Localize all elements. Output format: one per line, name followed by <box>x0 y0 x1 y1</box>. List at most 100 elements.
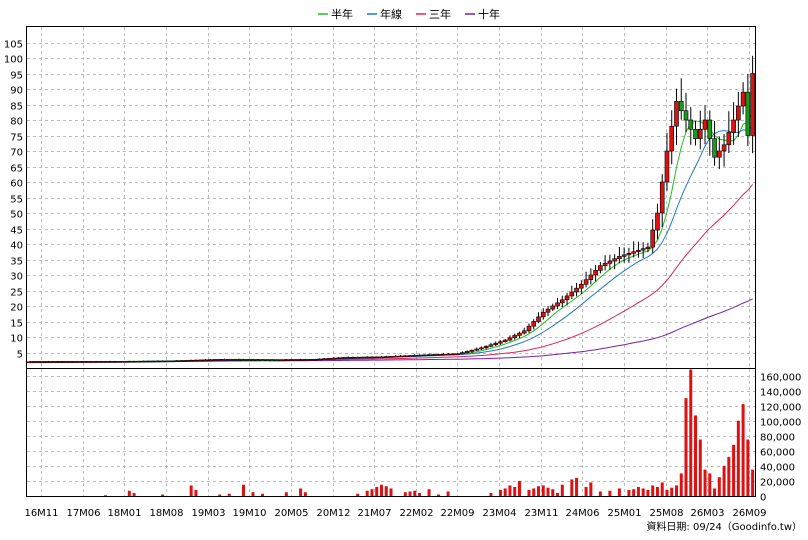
legend: 半年 年線 三年 十年 <box>318 7 500 21</box>
candle-body-26 <box>150 360 156 363</box>
volume-bar-138 <box>684 398 688 496</box>
candle-body-54 <box>284 359 289 362</box>
candle-body-140 <box>693 129 698 139</box>
candle-body-13 <box>88 361 94 363</box>
volume-bar-131 <box>651 485 655 496</box>
candle-body-109 <box>545 308 551 313</box>
price-tick-4: 25 <box>10 288 23 299</box>
volume-bar-102 <box>513 486 517 496</box>
volume-bar-147 <box>727 456 731 496</box>
volume-axis: 0 20,000 40,000 60,000 80,000 100,000 120,000 1… <box>760 373 801 504</box>
volume-bar-148 <box>732 444 736 496</box>
volume-bar-101 <box>508 485 512 496</box>
x-tick-13: 24M06 <box>565 508 599 519</box>
candle-body-24 <box>141 360 146 363</box>
volume-bar-135 <box>670 487 674 496</box>
candle-body-8 <box>65 361 70 363</box>
volume-bar-106 <box>532 488 536 496</box>
price-tick-3: 20 <box>10 303 23 314</box>
candle-body-122 <box>607 260 613 264</box>
x-tick-8: 21M07 <box>357 508 391 519</box>
volume-bar-72 <box>370 489 374 496</box>
candle-body-119 <box>593 270 598 276</box>
volume-bar-84 <box>427 489 431 496</box>
candle-body-149 <box>736 105 741 121</box>
candle-body-84 <box>426 354 432 356</box>
volume-bar-137 <box>679 473 683 496</box>
price-tick-7: 40 <box>10 241 23 252</box>
candle-body-139 <box>688 119 694 130</box>
x-tick-16: 26M03 <box>690 508 724 519</box>
candle-body-44 <box>236 359 242 361</box>
volume-bar-71 <box>365 490 369 496</box>
volume-bar-144 <box>713 488 717 496</box>
candle-body-41 <box>222 359 227 361</box>
volume-tick-6: 120,000 <box>760 403 801 414</box>
volume-bar-150 <box>741 404 745 496</box>
candle-body-127 <box>631 251 636 254</box>
price-tick-8: 45 <box>10 226 23 237</box>
volume-bar-140 <box>694 415 698 496</box>
volume-bar-109 <box>546 487 550 496</box>
candle-body-104 <box>521 330 527 334</box>
volume-bar-107 <box>537 486 541 496</box>
legend-label-2: 三年 <box>429 7 451 21</box>
x-tick-10: 22M09 <box>440 508 474 519</box>
legend-label-1: 年線 <box>380 7 402 21</box>
candle-body-5 <box>50 361 56 364</box>
candle-body-152 <box>750 73 755 136</box>
volume-bar-152 <box>751 469 755 496</box>
volume-bar-108 <box>541 485 545 496</box>
candle-body-16 <box>103 361 108 363</box>
volume-bar-128 <box>636 486 640 496</box>
candle-body-144 <box>712 138 717 158</box>
candle-body-68 <box>350 357 356 359</box>
volume-bars <box>104 369 755 496</box>
candle-body-49 <box>260 359 265 362</box>
candle-body-72 <box>369 356 375 359</box>
candle-body-143 <box>707 119 713 139</box>
candle-body-132 <box>655 212 660 231</box>
candle-body-110 <box>550 305 556 310</box>
candle-body-85 <box>431 354 437 356</box>
x-tick-0: 16M11 <box>24 508 58 519</box>
price-tick-6: 35 <box>10 257 23 268</box>
candle-body-145 <box>717 150 722 158</box>
volume-bar-86 <box>437 494 441 496</box>
candle-body-78 <box>398 355 403 358</box>
price-tick-13: 70 <box>10 148 23 159</box>
candle-body-11 <box>79 361 85 363</box>
candle-body-4 <box>46 361 51 364</box>
candle-body-76 <box>388 356 394 358</box>
candle-body-88 <box>445 353 451 356</box>
x-tick-6: 20M05 <box>274 508 308 519</box>
volume-bar-124 <box>617 488 621 496</box>
volume-tick-4: 80,000 <box>760 433 795 444</box>
volume-bar-97 <box>489 492 493 496</box>
volume-tick-5: 100,000 <box>760 418 801 429</box>
candle-body-38 <box>207 359 213 361</box>
candle-body-62 <box>322 358 327 361</box>
candle-body-147 <box>726 132 732 146</box>
volume-bar-100 <box>503 488 507 496</box>
price-tick-18: 95 <box>10 71 23 82</box>
candle-body-118 <box>588 274 594 280</box>
candle-body-100 <box>502 339 508 342</box>
candle-body-121 <box>602 263 608 266</box>
price-tick-16: 85 <box>10 102 23 113</box>
legend-label-3: 十年 <box>478 7 500 21</box>
candle-body-79 <box>402 355 408 358</box>
price-axis: 5 10 15 20 25 30 35 40 45 50 55 60 65 70 75 80 85 90 95 100… <box>4 40 23 361</box>
candle-body-77 <box>393 355 399 358</box>
candle-body-90 <box>455 353 460 356</box>
candle-body-96 <box>483 345 489 349</box>
price-tick-14: 75 <box>10 133 23 144</box>
volume-tick-3: 60,000 <box>760 448 795 459</box>
x-tick-2: 18M01 <box>107 508 141 519</box>
candle-body-117 <box>583 279 589 285</box>
candle-body-105 <box>526 325 532 332</box>
volume-bar-45 <box>241 484 245 496</box>
x-tick-1: 17M06 <box>66 508 100 519</box>
price-tick-11: 60 <box>10 179 23 190</box>
volume-bar-134 <box>665 489 669 496</box>
